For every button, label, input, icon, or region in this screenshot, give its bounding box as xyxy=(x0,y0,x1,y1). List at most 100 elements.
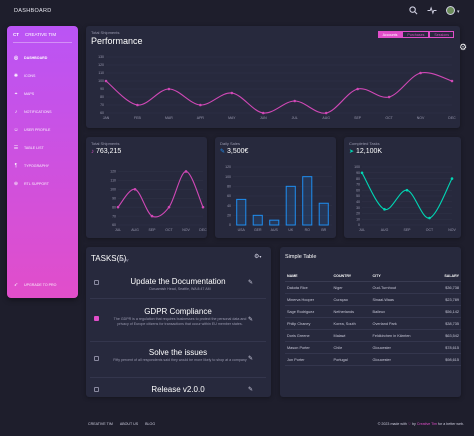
sidebar-item-label: TABLE LIST xyxy=(24,146,44,150)
y-tick-label: 70 xyxy=(100,103,104,107)
sidebar-item-typography[interactable]: ¶ TYPOGRAPHY xyxy=(13,161,49,171)
gear-icon: ⚙ xyxy=(254,254,260,260)
series-line xyxy=(105,71,453,114)
footer-brand-link[interactable]: Creative Tim xyxy=(416,422,438,426)
y-tick-label: 110 xyxy=(98,71,104,75)
sidebar-logo[interactable]: CT CREATIVE TIM xyxy=(13,32,57,37)
spaceship-icon: ➶ xyxy=(13,282,19,288)
table-row: Philip Chaney Korea, South Overland Park $3… xyxy=(285,317,461,330)
sidebar-item-label: DASHBOARD xyxy=(24,56,48,60)
x-tick-label: AUG xyxy=(131,228,139,232)
x-tick-label: NOV xyxy=(448,228,456,232)
sidebar-item-dashboard[interactable]: ◎ DASHBOARD xyxy=(13,53,48,63)
task-title: Update the Documentation xyxy=(130,277,226,286)
y-tick-label: 90 xyxy=(100,87,104,91)
sidebar-item-label: UPGRADE TO PRO xyxy=(24,283,57,287)
table-cell: Gloucester xyxy=(370,353,434,366)
task-title: GDPR Compliance xyxy=(144,307,212,316)
task-checkbox[interactable] xyxy=(94,356,99,361)
data-point xyxy=(133,188,137,191)
sidebar-item-label: ICONS xyxy=(24,74,36,78)
sidebar-item-notifications[interactable]: ♪ NOTIFICATIONS xyxy=(13,107,52,117)
tab-accounts[interactable]: Accounts xyxy=(377,31,403,38)
table-cell: Korea, South xyxy=(331,317,371,330)
sidebar-item-label: RTL SUPPORT xyxy=(24,182,49,186)
x-tick-label: FEB xyxy=(134,116,141,120)
table-row: Jon Porter Portugal Gloucester $98,615 xyxy=(285,353,461,366)
edit-icon[interactable]: ✎ xyxy=(248,356,254,362)
series-line xyxy=(361,172,453,219)
table-cell: Overland Park xyxy=(370,317,434,330)
bar xyxy=(302,176,313,226)
sidebar-item-upgrade[interactable]: ➶ UPGRADE TO PRO xyxy=(13,280,57,290)
task-checkbox[interactable] xyxy=(94,387,99,392)
x-tick-label: AUG xyxy=(322,116,330,120)
task-item: Solve the issues Fifty percent of all re… xyxy=(90,344,266,380)
search-icon[interactable] xyxy=(408,6,418,16)
simple-table-card: Simple Table NAME COUNTRY CITY SALARY Dakot… xyxy=(280,247,461,397)
y-tick-label: 0 xyxy=(229,223,231,227)
y-tick-label: 90 xyxy=(356,171,360,175)
table-title: Simple Table xyxy=(285,254,317,260)
x-tick-label: OCT xyxy=(385,116,393,120)
y-tick-label: 120 xyxy=(110,170,116,174)
data-point xyxy=(383,208,386,211)
y-tick-label: 80 xyxy=(227,185,231,189)
y-tick-label: 50 xyxy=(356,194,360,198)
table-icon: ☰ xyxy=(13,145,19,151)
y-tick-label: 60 xyxy=(100,111,104,115)
sidebar-item-table-list[interactable]: ☰ TABLE LIST xyxy=(13,143,44,153)
y-tick-label: 60 xyxy=(112,223,116,227)
y-tick-label: 120 xyxy=(98,63,104,67)
x-tick-label: MAR xyxy=(165,116,173,120)
completed-tasks-category: Completed Tasks xyxy=(349,141,380,146)
sidebar: CT CREATIVE TIM ◎ DASHBOARD ✺ ICONS ⌖ MAPS ♪ NOT… xyxy=(7,26,78,298)
sidebar-item-label: NOTIFICATIONS xyxy=(24,110,52,114)
footer-link[interactable]: ABOUT US xyxy=(119,422,139,426)
table-cell: $36,738 xyxy=(433,281,461,294)
data-point xyxy=(230,91,234,95)
tab-purchases[interactable]: Purchases xyxy=(402,31,430,38)
sidebar-item-icons[interactable]: ✺ ICONS xyxy=(13,71,36,81)
sidebar-item-user-profile[interactable]: ☺ USER PROFILE xyxy=(13,125,50,135)
column-header: CITY xyxy=(370,271,434,282)
x-tick-label: BR xyxy=(321,228,326,232)
world-icon: ⊕ xyxy=(13,181,19,187)
column-header: NAME xyxy=(285,271,332,282)
atom-icon: ✺ xyxy=(13,73,19,79)
table-cell: Gloucester xyxy=(370,341,434,354)
sidebar-item-rtl-support[interactable]: ⊕ RTL SUPPORT xyxy=(13,179,49,189)
table-cell: $56,142 xyxy=(433,305,461,318)
edit-icon[interactable]: ✎ xyxy=(248,280,254,286)
chevron-down-icon[interactable]: ▾ xyxy=(457,9,460,15)
x-tick-label: MAY xyxy=(228,116,236,120)
bell-icon: ♪ xyxy=(91,149,94,155)
edit-icon[interactable]: ✎ xyxy=(248,387,254,393)
sidebar-item-maps[interactable]: ⌖ MAPS xyxy=(13,89,35,99)
data-point xyxy=(405,188,409,192)
activity-icon[interactable] xyxy=(427,6,437,16)
footer-link[interactable]: CREATIVE TIM xyxy=(88,422,113,426)
table-cell: Doris Greene xyxy=(285,329,332,342)
table-cell: $23,789 xyxy=(433,293,461,306)
data-point xyxy=(150,214,154,218)
send-icon: ➤ xyxy=(349,149,355,155)
footer-link[interactable]: BLOG xyxy=(145,422,156,426)
table-cell: Niger xyxy=(331,281,371,294)
y-tick-label: 90 xyxy=(112,196,116,200)
x-tick-label: JUL xyxy=(115,228,121,232)
edit-icon[interactable]: ✎ xyxy=(248,317,254,323)
task-checkbox[interactable] xyxy=(94,280,99,285)
navbar-brand[interactable]: DASHBOARD xyxy=(14,8,52,14)
settings-dropdown[interactable]: ⚙▾ xyxy=(254,253,261,260)
y-tick-label: 80 xyxy=(112,205,116,209)
avatar[interactable] xyxy=(446,6,455,15)
data-point xyxy=(387,95,391,99)
bar xyxy=(269,219,280,226)
data-point xyxy=(136,103,139,107)
task-checkbox[interactable] xyxy=(94,316,99,321)
tab-sessions[interactable]: Sessions xyxy=(429,31,454,38)
y-tick-label: 100 xyxy=(225,175,231,179)
data-point xyxy=(167,205,171,209)
y-tick-label: 80 xyxy=(100,95,104,99)
